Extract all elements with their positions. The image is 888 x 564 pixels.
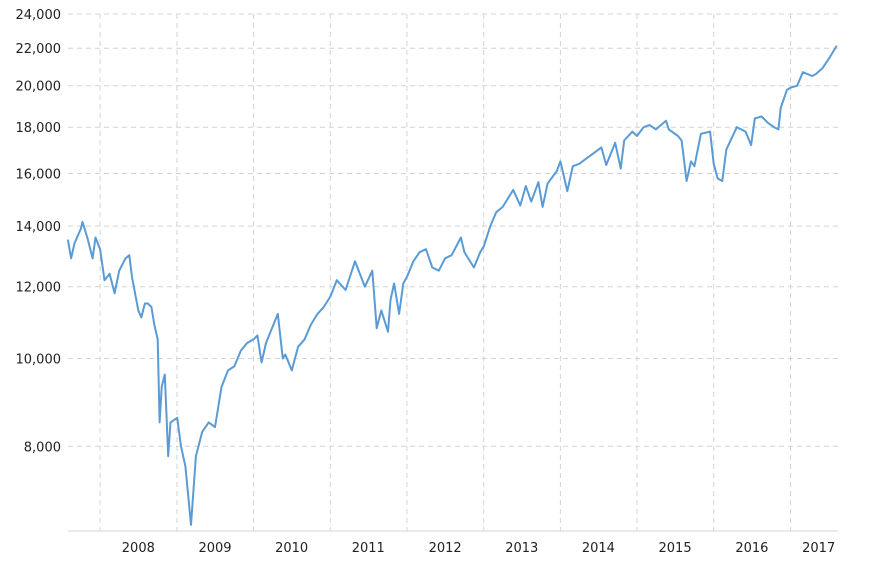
y-tick-label: 10,000 [16,352,62,367]
grid [68,13,838,532]
y-tick-label: 12,000 [16,281,62,296]
x-tick-label: 2008 [122,541,155,556]
y-tick-label: 8,000 [24,440,61,455]
y-tick-label: 22,000 [16,42,62,57]
x-tick-label: 2016 [735,541,768,556]
x-tick-label: 2012 [429,541,462,556]
y-tick-label: 24,000 [16,8,62,23]
x-tick-label: 2017 [802,541,835,556]
y-tick-label: 18,000 [16,121,62,136]
x-tick-label: 2015 [659,541,692,556]
y-tick-label: 14,000 [16,220,62,235]
x-tick-label: 2010 [275,541,308,556]
series-layer [67,45,838,526]
y-tick-label: 20,000 [16,80,62,95]
x-tick-label: 2014 [582,541,615,556]
tick-labels: 8,000 10,000 12,000 14,000 16,000 18,000 20,00… [16,8,836,556]
y-tick-label: 16,000 [16,168,62,183]
x-tick-label: 2011 [352,541,385,556]
x-tick-label: 2009 [198,541,231,556]
x-tick-label: 2013 [505,541,538,556]
series-line [67,45,838,526]
